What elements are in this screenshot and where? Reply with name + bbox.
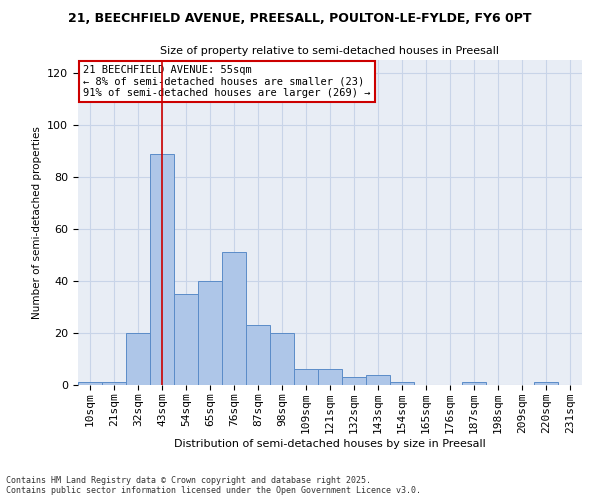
Bar [342, 377, 366, 385]
Title: Size of property relative to semi-detached houses in Preesall: Size of property relative to semi-detach… [161, 46, 499, 56]
Text: 21, BEECHFIELD AVENUE, PREESALL, POULTON-LE-FYLDE, FY6 0PT: 21, BEECHFIELD AVENUE, PREESALL, POULTON… [68, 12, 532, 26]
Bar [390, 382, 414, 385]
Bar [78, 382, 102, 385]
Text: 21 BEECHFIELD AVENUE: 55sqm
← 8% of semi-detached houses are smaller (23)
91% of: 21 BEECHFIELD AVENUE: 55sqm ← 8% of semi… [83, 65, 371, 98]
Bar [102, 382, 126, 385]
Bar [534, 382, 558, 385]
Bar [126, 333, 150, 385]
Bar [150, 154, 174, 385]
Text: Contains HM Land Registry data © Crown copyright and database right 2025.
Contai: Contains HM Land Registry data © Crown c… [6, 476, 421, 495]
Bar [270, 333, 294, 385]
Y-axis label: Number of semi-detached properties: Number of semi-detached properties [32, 126, 41, 319]
Bar [462, 382, 486, 385]
Bar [294, 370, 318, 385]
Bar [222, 252, 246, 385]
Bar [246, 325, 270, 385]
Bar [366, 374, 390, 385]
Bar [318, 370, 342, 385]
X-axis label: Distribution of semi-detached houses by size in Preesall: Distribution of semi-detached houses by … [174, 438, 486, 448]
Bar [198, 281, 222, 385]
Bar [174, 294, 198, 385]
